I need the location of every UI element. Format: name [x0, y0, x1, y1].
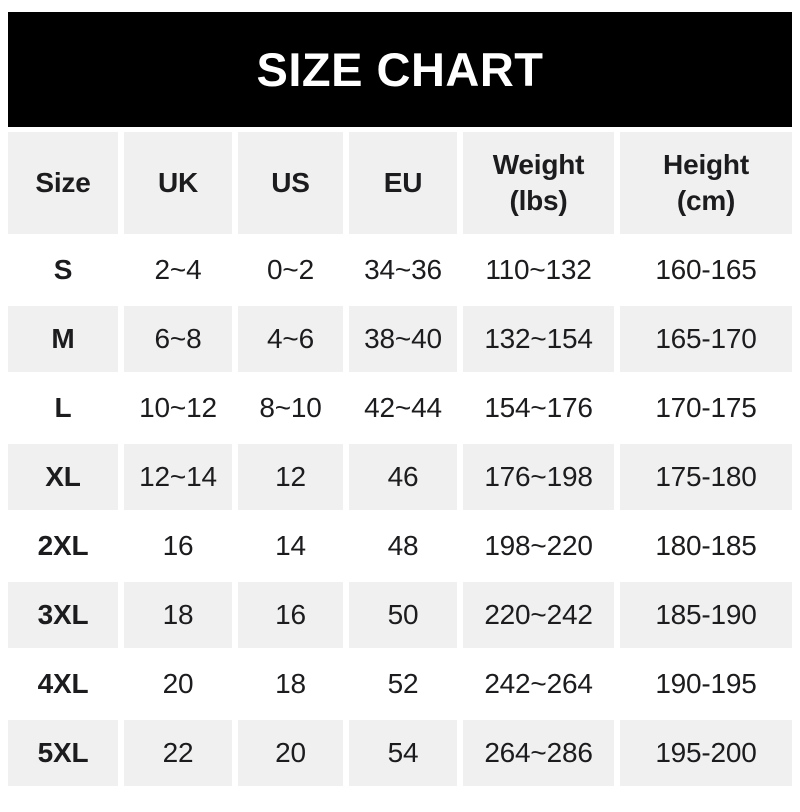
cell-height: 160-165	[655, 253, 757, 285]
size-chart-table: Size UK US EU Weight (lbs) Height (cm) S…	[8, 132, 792, 786]
cell-us: 18	[275, 667, 306, 699]
cell-us: 14	[275, 529, 306, 561]
cell-eu: 48	[387, 529, 419, 561]
cell-us: 4~6	[238, 306, 343, 372]
cell-height: 180-185	[655, 529, 757, 561]
table-row-m: M 6~8 4~6 38~40 132~154 165-170	[8, 306, 792, 372]
cell-uk: 2~4	[154, 253, 202, 285]
cell-uk: 22	[123, 720, 233, 786]
column-header-label: Height	[663, 148, 749, 180]
cell-eu: 46	[348, 444, 458, 510]
cell-size: S	[53, 253, 73, 285]
cell-height: 170-175	[655, 391, 757, 423]
cell-height: 165-170	[620, 306, 792, 372]
cell-size: 4XL	[37, 667, 89, 699]
table-row-4xl: 4XL 20 18 52 242~264 190-195	[8, 651, 792, 717]
cell-weight: 132~154	[463, 306, 614, 372]
table-header-row: Size UK US EU Weight (lbs) Height (cm)	[8, 132, 792, 234]
table-row-5xl: 5XL 22 20 54 264~286 195-200	[8, 720, 792, 786]
cell-weight: 110~132	[485, 253, 592, 285]
cell-uk: 12~14	[123, 444, 233, 510]
table-row-xl: XL 12~14 12 46 176~198 175-180	[8, 444, 792, 510]
cell-uk: 6~8	[123, 306, 233, 372]
column-header-label: Size	[35, 166, 91, 198]
column-header-us: US	[238, 132, 343, 234]
cell-height: 195-200	[620, 720, 792, 786]
cell-eu: 54	[348, 720, 458, 786]
size-chart-banner: SIZE CHART	[8, 12, 792, 127]
cell-weight: 220~242	[463, 582, 614, 648]
cell-size: 3XL	[8, 582, 118, 648]
cell-eu: 42~44	[364, 391, 442, 423]
cell-eu: 34~36	[364, 253, 442, 285]
cell-eu: 50	[348, 582, 458, 648]
cell-size: M	[8, 306, 118, 372]
table-row-3xl: 3XL 18 16 50 220~242 185-190	[8, 582, 792, 648]
cell-us: 16	[238, 582, 343, 648]
column-header-height: Height (cm)	[620, 132, 792, 234]
column-header-eu: EU	[348, 132, 458, 234]
column-header-unit: (lbs)	[509, 185, 568, 216]
column-header-size: Size	[8, 132, 118, 234]
cell-weight: 264~286	[463, 720, 614, 786]
column-header-label: UK	[157, 166, 199, 198]
cell-height: 185-190	[620, 582, 792, 648]
cell-uk: 10~12	[139, 391, 217, 423]
cell-weight: 198~220	[484, 529, 593, 561]
cell-size: 5XL	[8, 720, 118, 786]
page-title: SIZE CHART	[256, 43, 544, 96]
cell-uk: 16	[162, 529, 194, 561]
table-row-2xl: 2XL 16 14 48 198~220 180-185	[8, 513, 792, 579]
cell-weight: 176~198	[463, 444, 614, 510]
cell-height: 175-180	[620, 444, 792, 510]
table-row-l: L 10~12 8~10 42~44 154~176 170-175	[8, 375, 792, 441]
cell-us: 20	[238, 720, 343, 786]
cell-weight: 154~176	[484, 391, 593, 423]
table-row-s: S 2~4 0~2 34~36 110~132 160-165	[8, 237, 792, 303]
cell-uk: 18	[123, 582, 233, 648]
cell-size: 2XL	[37, 529, 89, 561]
column-header-label: Weight	[492, 148, 585, 180]
column-header-unit: (cm)	[676, 185, 736, 216]
column-header-label: EU	[383, 166, 423, 198]
column-header-label: US	[271, 166, 310, 198]
cell-size: XL	[8, 444, 118, 510]
column-header-uk: UK	[123, 132, 233, 234]
cell-eu: 38~40	[348, 306, 458, 372]
cell-us: 8~10	[259, 391, 322, 423]
cell-us: 0~2	[267, 253, 314, 285]
cell-size: L	[54, 391, 72, 423]
column-header-weight: Weight (lbs)	[463, 132, 614, 234]
cell-us: 12	[238, 444, 343, 510]
cell-height: 190-195	[655, 667, 757, 699]
cell-uk: 20	[162, 667, 194, 699]
cell-weight: 242~264	[484, 667, 593, 699]
cell-eu: 52	[387, 667, 419, 699]
